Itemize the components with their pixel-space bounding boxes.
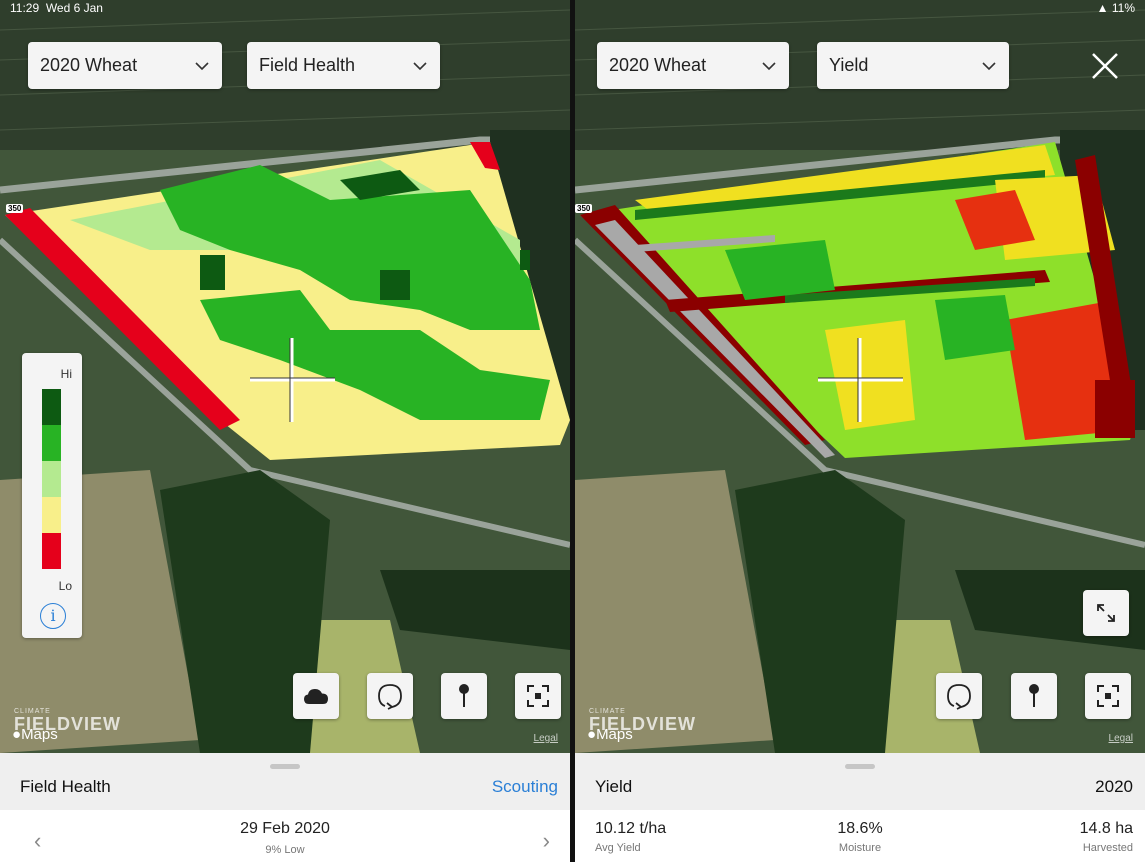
lasso-icon <box>378 684 402 710</box>
sheet-title: Field Health <box>20 777 111 796</box>
info-icon[interactable]: i <box>40 603 66 629</box>
bottom-sheet: Yield 2020 10.12 t/ha Avg Yield 18.6% Mo… <box>575 753 1145 862</box>
stat-value: 10.12 t/ha <box>595 820 667 837</box>
legend-swatch-3 <box>42 461 61 497</box>
battery-indicator: ▲ 11% <box>1097 1 1135 17</box>
layer-dropdown-value: Field Health <box>259 55 356 75</box>
low-percentage: 9% Low <box>265 844 305 856</box>
status-bar: ▲ 11% <box>575 0 1145 18</box>
legend-swatch-5 <box>42 533 61 569</box>
pin-icon <box>459 684 469 707</box>
season-dropdown[interactable]: 2020 Wheat <box>28 42 222 89</box>
brand-small-text: CLIMATE <box>589 708 626 715</box>
chevron-down-icon <box>413 61 427 70</box>
satellite-map[interactable]: ▲ 11% 2020 Wheat Yield 350 <box>575 0 1145 753</box>
weather-button[interactable] <box>293 673 339 719</box>
apple-maps-label: ●Maps <box>587 726 633 743</box>
map-imagery <box>0 0 570 753</box>
status-bar: 11:29 Wed 6 Jan <box>0 0 570 18</box>
stat-label: Avg Yield <box>595 842 641 854</box>
sheet-year: 2020 <box>1095 777 1133 796</box>
season-dropdown-value: 2020 Wheat <box>40 55 138 75</box>
lasso-icon <box>947 684 971 710</box>
harvested-stat: 14.8 ha Harvested <box>1080 820 1133 854</box>
lasso-button[interactable] <box>367 673 413 719</box>
stat-value: 18.6% <box>837 820 883 837</box>
legend-swatch-4 <box>42 497 61 533</box>
apple-maps-label: ●Maps <box>12 726 58 743</box>
sheet-header: Yield 2020 <box>575 753 1145 810</box>
legend-swatch-1 <box>42 389 61 425</box>
sheet-grabber[interactable] <box>270 764 300 769</box>
split-divider[interactable] <box>570 0 575 862</box>
avg-yield-stat: 10.12 t/ha Avg Yield <box>595 820 666 854</box>
legend-lo-label: Lo <box>58 579 72 593</box>
field-health-panel: 11:29 Wed 6 Jan 2020 Wheat Field Health … <box>0 0 570 862</box>
focus-icon <box>1097 685 1119 707</box>
chevron-down-icon <box>762 61 776 70</box>
satellite-map[interactable]: 11:29 Wed 6 Jan 2020 Wheat Field Health … <box>0 0 570 753</box>
maps-text: Maps <box>21 726 58 743</box>
chevron-down-icon <box>195 61 209 70</box>
imagery-date: 29 Feb 2020 <box>240 820 330 837</box>
apple-icon: ● <box>12 726 22 743</box>
health-legend: Hi Lo i <box>22 353 82 638</box>
expand-button[interactable] <box>1083 590 1129 636</box>
layer-dropdown[interactable]: Field Health <box>247 42 440 89</box>
legal-link[interactable]: Legal <box>533 733 558 744</box>
layer-dropdown-value: Yield <box>829 55 869 75</box>
scouting-link[interactable]: Scouting <box>491 777 558 796</box>
chevron-down-icon <box>982 61 996 70</box>
sheet-grabber[interactable] <box>845 764 875 769</box>
lasso-button[interactable] <box>936 673 982 719</box>
stat-label: Harvested <box>1082 842 1133 854</box>
road-marker: 350 <box>6 204 24 213</box>
map-imagery <box>575 0 1145 753</box>
focus-icon <box>527 685 549 707</box>
fieldview-watermark: CLIMATE FIELDVIEW <box>589 708 696 733</box>
legal-link[interactable]: Legal <box>1108 733 1133 744</box>
close-icon[interactable] <box>1087 48 1123 84</box>
brand-big-text: FIELDVIEW <box>589 714 696 734</box>
legend-hi-label: Hi <box>60 367 72 381</box>
signal-icon: ▲ <box>1096 1 1109 15</box>
maps-text: Maps <box>596 726 633 743</box>
apple-icon: ● <box>587 726 597 743</box>
brand-small-text: CLIMATE <box>14 708 51 715</box>
focus-field-button[interactable] <box>515 673 561 719</box>
focus-field-button[interactable] <box>1085 673 1131 719</box>
prev-date-button[interactable]: ‹ <box>34 828 42 853</box>
season-dropdown-value: 2020 Wheat <box>609 55 707 75</box>
pin-icon <box>1029 684 1039 707</box>
season-dropdown[interactable]: 2020 Wheat <box>597 42 789 89</box>
legend-swatch-2 <box>42 425 61 461</box>
expand-icon <box>1097 604 1115 622</box>
road-marker: 350 <box>575 204 593 213</box>
battery-percent: 11% <box>1111 1 1135 15</box>
drop-pin-button[interactable] <box>441 673 487 719</box>
layer-dropdown[interactable]: Yield <box>817 42 1009 89</box>
bottom-sheet: Field Health Scouting ‹ 29 Feb 2020 9% L… <box>0 753 570 862</box>
status-date: Wed 6 Jan <box>45 1 103 15</box>
cloud-icon <box>304 689 328 704</box>
fieldview-watermark: CLIMATE FIELDVIEW <box>14 708 121 733</box>
next-date-button[interactable]: › <box>542 828 550 853</box>
drop-pin-button[interactable] <box>1011 673 1057 719</box>
status-time: 11:29 <box>10 1 40 15</box>
stat-value: 14.8 ha <box>1079 820 1133 837</box>
stat-label: Moisture <box>838 842 882 854</box>
sheet-header: Field Health Scouting <box>0 753 570 810</box>
brand-big-text: FIELDVIEW <box>14 714 121 734</box>
moisture-stat: 18.6% Moisture <box>575 820 1145 854</box>
sheet-title: Yield <box>595 777 633 796</box>
yield-panel: ▲ 11% 2020 Wheat Yield 350 <box>575 0 1145 862</box>
